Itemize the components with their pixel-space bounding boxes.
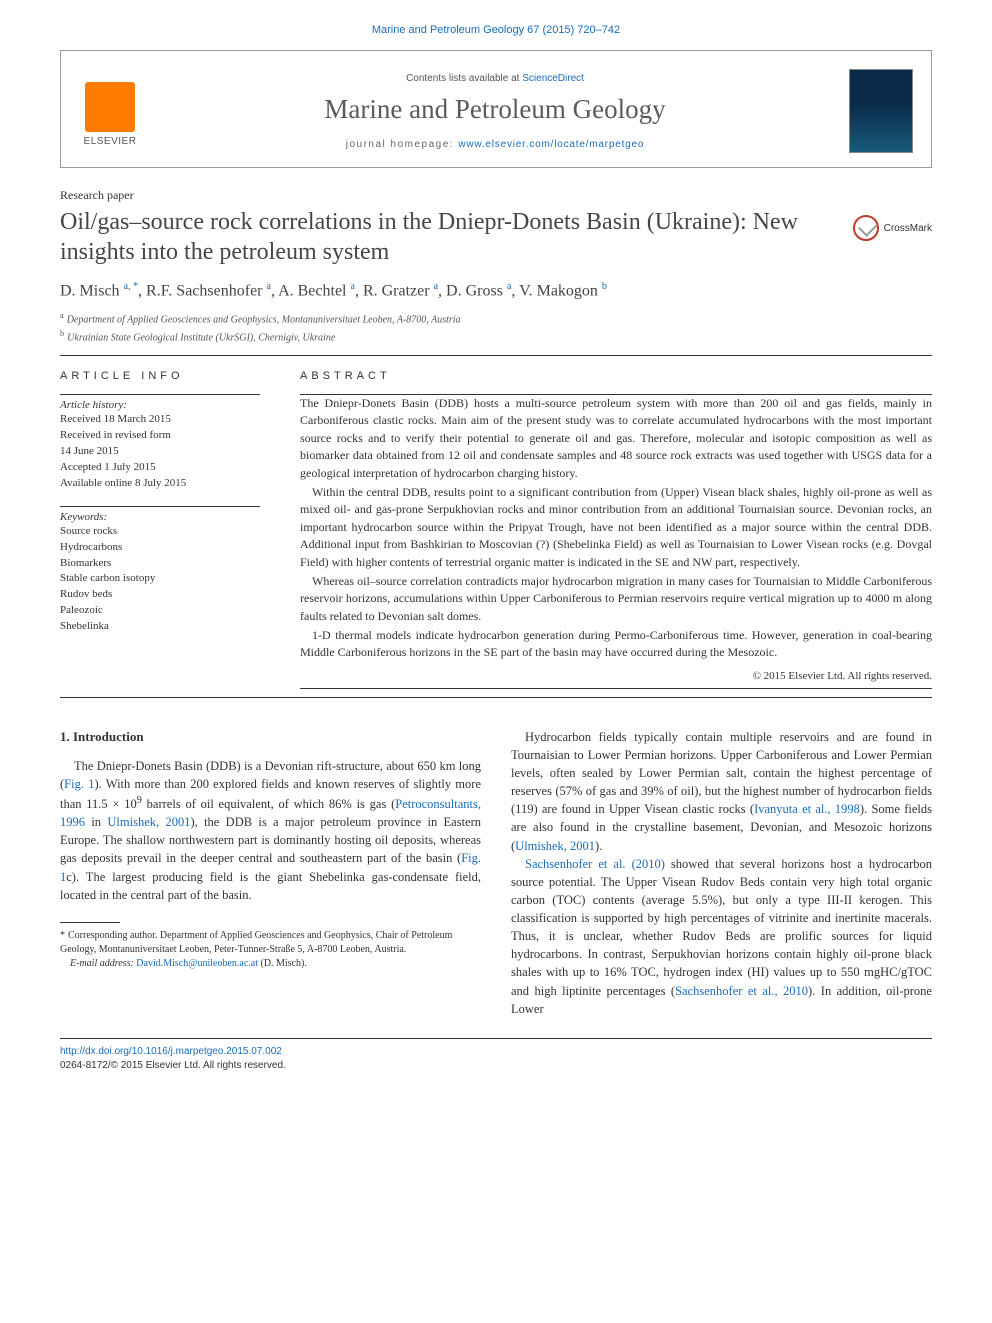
elsevier-tree-icon [85, 82, 135, 132]
intro-paragraph-3: Sachsenhofer et al. (2010) showed that s… [511, 855, 932, 1018]
body-columns: 1. Introduction The Dniepr-Donets Basin … [60, 728, 932, 1018]
abstract-column: ABSTRACT The Dniepr-Donets Basin (DDB) h… [300, 370, 932, 689]
history-item: Received 18 March 2015 [60, 412, 260, 428]
article-info-column: ARTICLE INFO Article history: Received 1… [60, 370, 260, 689]
history-item: Received in revised form [60, 428, 260, 444]
authors-list: D. Misch a, *, R.F. Sachsenhofer a, A. B… [60, 281, 932, 300]
sciencedirect-link[interactable]: ScienceDirect [522, 73, 584, 84]
article-info-heading: ARTICLE INFO [60, 370, 260, 382]
abstract-paragraph: The Dniepr-Donets Basin (DDB) hosts a mu… [300, 395, 932, 482]
corresponding-author-footnote: *Corresponding author. Department of App… [60, 929, 481, 957]
ref-ivanyuta[interactable]: Ivanyuta et al., 1998 [754, 802, 860, 816]
ref-ulmishek-2001b[interactable]: Ulmishek, 2001 [515, 839, 595, 853]
homepage-prefix: journal homepage: [346, 139, 459, 150]
journal-cover-thumbnail [849, 69, 913, 153]
ref-sachsenhofer-2010b[interactable]: Sachsenhofer et al., 2010 [675, 984, 808, 998]
history-item: Available online 8 July 2015 [60, 476, 260, 492]
keyword-item: Shebelinka [60, 619, 260, 635]
keyword-item: Paleozoic [60, 603, 260, 619]
keywords-label: Keywords: [60, 511, 260, 523]
history-item: Accepted 1 July 2015 [60, 460, 260, 476]
section-1-heading: 1. Introduction [60, 728, 481, 747]
issn-copyright: 0264-8172/© 2015 Elsevier Ltd. All right… [60, 1060, 286, 1071]
citation-header: Marine and Petroleum Geology 67 (2015) 7… [0, 0, 992, 50]
history-label: Article history: [60, 399, 260, 411]
column-right: Hydrocarbon fields typically contain mul… [511, 728, 932, 1018]
abstract-copyright: © 2015 Elsevier Ltd. All rights reserved… [300, 670, 932, 682]
fig1-link[interactable]: Fig. 1 [64, 777, 94, 791]
paper-type: Research paper [60, 188, 932, 203]
journal-name: Marine and Petroleum Geology [159, 94, 831, 125]
keyword-item: Rudov beds [60, 587, 260, 603]
ref-ulmishek-2001[interactable]: Ulmishek, 2001 [107, 815, 190, 829]
keyword-item: Hydrocarbons [60, 540, 260, 556]
abstract-paragraph: 1-D thermal models indicate hydrocarbon … [300, 627, 932, 662]
homepage-line: journal homepage: www.elsevier.com/locat… [159, 139, 831, 150]
affiliations: aDepartment of Applied Geosciences and G… [60, 310, 932, 345]
publisher-logo: ELSEVIER [79, 75, 141, 147]
ref-sachsenhofer-2010[interactable]: Sachsenhofer et al. (2010) [525, 857, 665, 871]
abstract-paragraph: Whereas oil–source correlation contradic… [300, 573, 932, 625]
contents-list-line: Contents lists available at ScienceDirec… [159, 73, 831, 84]
intro-paragraph-2: Hydrocarbon fields typically contain mul… [511, 728, 932, 855]
journal-homepage-link[interactable]: www.elsevier.com/locate/marpetgeo [458, 139, 644, 150]
contents-prefix: Contents lists available at [406, 73, 522, 84]
history-item: 14 June 2015 [60, 444, 260, 460]
crossmark-label: CrossMark [884, 223, 932, 234]
crossmark-icon [853, 215, 879, 241]
abstract-heading: ABSTRACT [300, 370, 932, 382]
journal-header-box: ELSEVIER Contents lists available at Sci… [60, 50, 932, 168]
keyword-item: Source rocks [60, 524, 260, 540]
article-title: Oil/gas–source rock correlations in the … [60, 207, 833, 267]
intro-paragraph-1: The Dniepr-Donets Basin (DDB) is a Devon… [60, 757, 481, 904]
affiliation-a: Department of Applied Geosciences and Ge… [67, 315, 461, 326]
doi-link[interactable]: http://dx.doi.org/10.1016/j.marpetgeo.20… [60, 1046, 282, 1057]
crossmark-badge[interactable]: CrossMark [853, 215, 932, 241]
page-footer: http://dx.doi.org/10.1016/j.marpetgeo.20… [60, 1038, 932, 1103]
affiliation-b: Ukrainian State Geological Institute (Uk… [67, 332, 335, 343]
abstract-paragraph: Within the central DDB, results point to… [300, 484, 932, 571]
email-footnote: E-mail address: David.Misch@unileoben.ac… [60, 957, 481, 971]
column-left: 1. Introduction The Dniepr-Donets Basin … [60, 728, 481, 1018]
abstract-text: The Dniepr-Donets Basin (DDB) hosts a mu… [300, 395, 932, 662]
keyword-item: Stable carbon isotopy [60, 571, 260, 587]
keyword-item: Biomarkers [60, 556, 260, 572]
corresponding-email-link[interactable]: David.Misch@unileoben.ac.at [136, 958, 258, 969]
publisher-name: ELSEVIER [84, 136, 137, 147]
